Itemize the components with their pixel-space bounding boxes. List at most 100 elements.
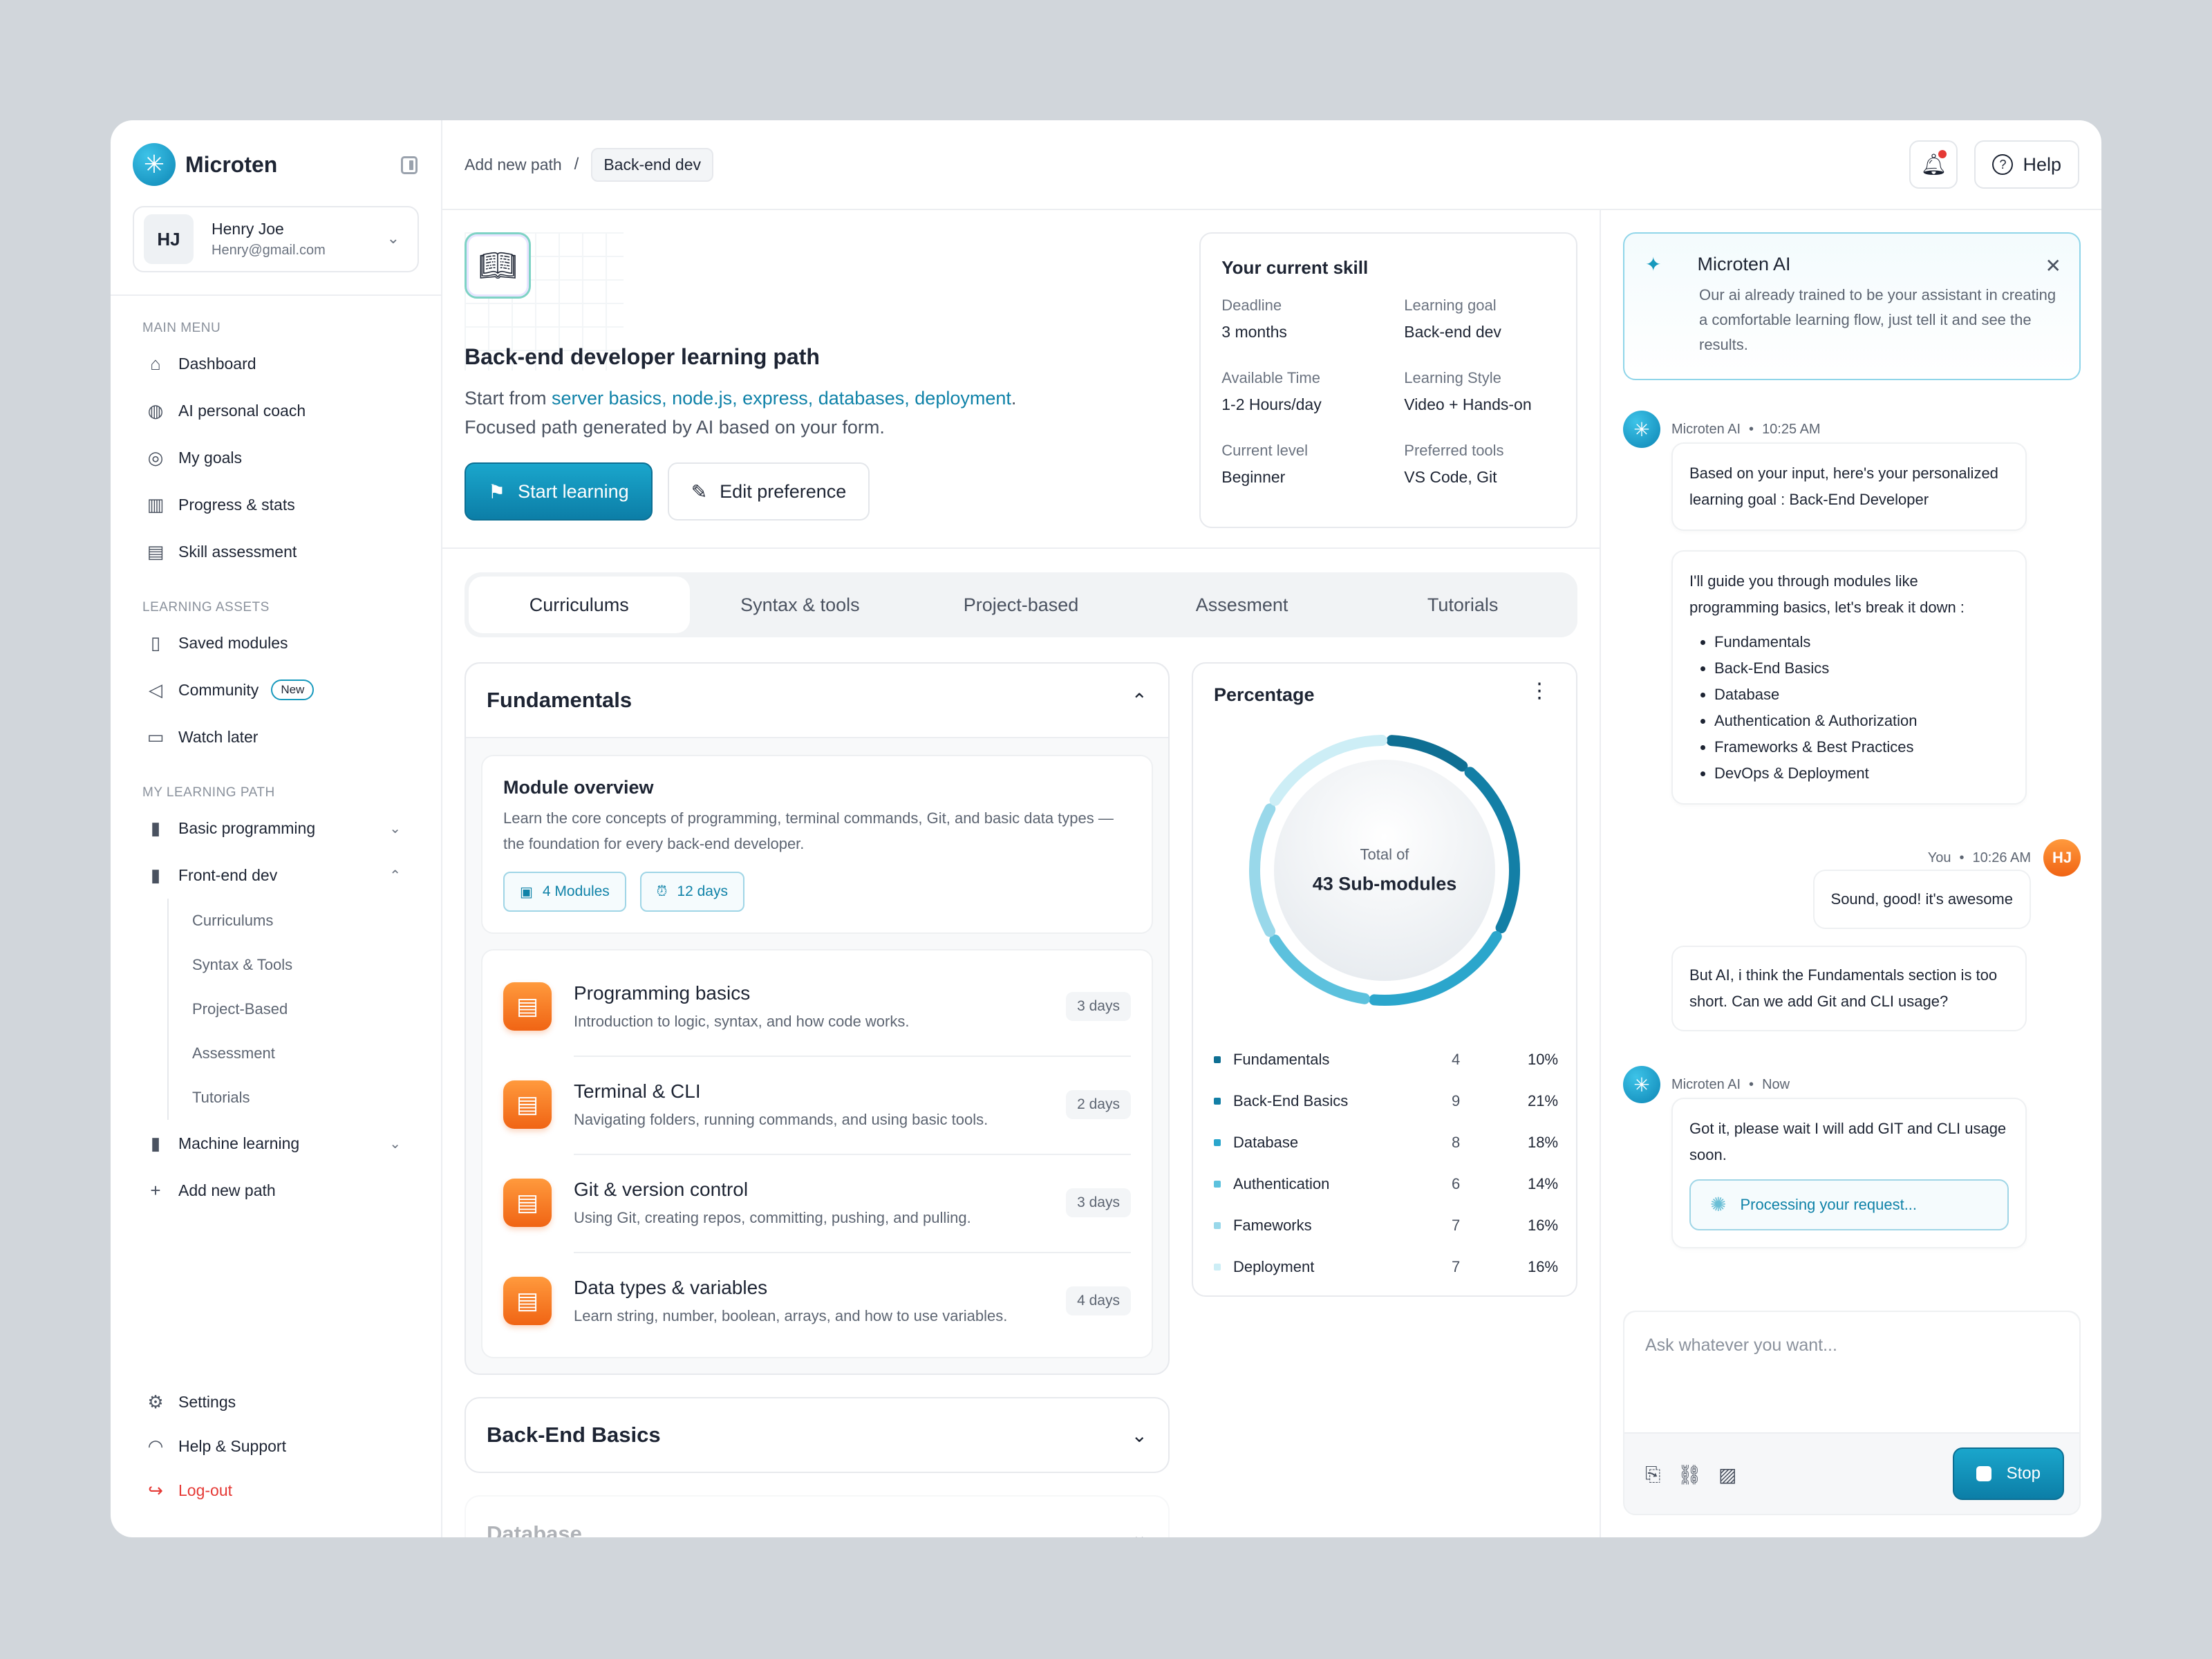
tab-tutorials[interactable]: Tutorials <box>1427 594 1499 615</box>
donut-slice-fundamentals[interactable] <box>1386 735 1468 772</box>
sub-item-tutorials[interactable]: Tutorials <box>192 1089 250 1106</box>
user-message: But AI, i think the Fundamentals section… <box>1671 946 2027 1031</box>
stop-button[interactable]: Stop <box>1952 1447 2064 1500</box>
sidebar-item-saved[interactable]: ▯ Saved modules <box>145 619 419 666</box>
module-desc: Navigating folders, running commands, an… <box>574 1111 988 1128</box>
sidebar-item-goals[interactable]: ◎ My goals <box>145 434 419 481</box>
sidebar-item-settings[interactable]: ⚙ Settings <box>145 1380 419 1424</box>
sidebar-item-frontend-dev[interactable]: ▮ Front-end dev ⌃ <box>145 852 419 899</box>
notifications-button[interactable]: 🔔︎ <box>1909 140 1958 189</box>
sidebar-item-skill[interactable]: ▤ Skill assessment <box>145 528 419 575</box>
module-desc: Using Git, creating repos, committing, p… <box>574 1209 971 1226</box>
pencil-icon: ✎ <box>691 480 708 503</box>
donut-svg <box>1249 735 1520 1006</box>
sub-item-assessment[interactable]: Assessment <box>192 1044 275 1062</box>
image-icon[interactable]: ▨ <box>1718 1463 1737 1485</box>
database-accordion[interactable]: Database ⌄ <box>465 1495 1170 1537</box>
breadcrumb-separator: / <box>574 155 579 174</box>
tab-syntax-tools[interactable]: Syntax & tools <box>740 594 860 615</box>
sub-item-project[interactable]: Project-Based <box>192 1000 288 1018</box>
help-button[interactable]: ? Help <box>1974 140 2079 189</box>
sidebar-item-ai-coach[interactable]: ◍ AI personal coach <box>145 387 419 434</box>
bot-message: Based on your input, here's your persona… <box>1671 442 2027 531</box>
list-item[interactable]: ▤ Data types & variables Learn string, nu… <box>503 1252 1131 1350</box>
message-meta: ✳ Microten AI • Now <box>1623 1066 2081 1103</box>
sidebar-item-help[interactable]: ◠ Help & Support <box>145 1424 419 1468</box>
help-label: Help <box>2023 153 2061 175</box>
donut-slice-database[interactable] <box>1369 930 1502 1006</box>
skill-value: Back-end dev <box>1404 323 1501 341</box>
list-item[interactable]: ▤ Terminal & CLI Navigating folders, runn… <box>503 1056 1131 1154</box>
sidebar-item-community[interactable]: ◁ Community New <box>145 666 419 713</box>
notification-dot <box>1938 150 1947 158</box>
start-learning-button[interactable]: ⚑ Start learning <box>465 462 653 521</box>
tab-curriculums[interactable]: Curriculums <box>469 577 690 633</box>
donut-slice-fameworks[interactable] <box>1249 803 1276 937</box>
sub-item-syntax[interactable]: Syntax & Tools <box>192 956 293 973</box>
flag-icon: ⚑ <box>488 480 506 503</box>
sidebar-item-machine-learning[interactable]: ▮ Machine learning ⌄ <box>145 1120 419 1167</box>
donut-center-value: 43 Sub-modules <box>1312 873 1457 894</box>
chat-input[interactable]: Ask whatever you want... <box>1624 1312 2079 1434</box>
donut-slice-deployment[interactable] <box>1269 735 1388 806</box>
legend-percent: 16% <box>1528 1258 1559 1275</box>
sidebar-item-basic-programming[interactable]: ▮ Basic programming ⌄ <box>145 805 419 852</box>
module-days: 2 days <box>1066 1090 1131 1119</box>
module-days: 4 days <box>1066 1286 1131 1315</box>
module-doc-icon: ▤ <box>503 982 552 1031</box>
brand[interactable]: ✳ Microten <box>133 143 419 186</box>
legend-name: Back-End Basics <box>1232 1092 1349 1109</box>
fundamentals-accordion: Fundamentals ⌃ Module overview Learn the… <box>465 662 1170 1375</box>
sidebar-item-dashboard[interactable]: ⌂ Dashboard <box>145 340 419 387</box>
donut-slice-back-end-basics[interactable] <box>1464 767 1520 934</box>
list-item[interactable]: ▤ Programming basics Introduction to logi… <box>503 957 1131 1056</box>
topbar: Add new path / Back-end dev 🔔︎ ? Help <box>442 120 2101 210</box>
accordion-title: Database <box>487 1521 582 1537</box>
list-item[interactable]: ▤ Git & version control Using Git, creati… <box>503 1154 1131 1252</box>
breadcrumb-current[interactable]: Back-end dev <box>591 147 713 182</box>
book-icon: ▮ <box>150 1132 161 1154</box>
add-new-path-button[interactable]: + Add new path <box>145 1167 419 1214</box>
logout-button[interactable]: ↪ Log-out <box>145 1468 419 1512</box>
sidebar-collapse-icon[interactable] <box>401 156 418 174</box>
skill-value: Beginner <box>1221 468 1286 486</box>
breadcrumb-parent[interactable]: Add new path <box>465 155 562 174</box>
legend-count: 7 <box>1452 1217 1461 1234</box>
question-icon: ? <box>1992 154 2014 175</box>
sidebar-item-label: Saved modules <box>178 633 288 652</box>
legend-dot <box>1213 1181 1221 1188</box>
user-message: Sound, good! it's awesome <box>1812 870 2031 929</box>
donut-slice-authentication[interactable] <box>1269 934 1370 1004</box>
chevron-up-icon: ⌃ <box>389 868 401 883</box>
module-title: Data types & variables <box>574 1277 768 1298</box>
sub-item-curriculums[interactable]: Curriculums <box>192 912 274 929</box>
brain-icon: ◍ <box>147 400 164 421</box>
new-badge: New <box>271 679 315 700</box>
legend-row: Authentication 6 14% <box>1213 1163 1559 1205</box>
message-meta: ✳ Microten AI • 10:25 AM <box>1623 411 2081 448</box>
sidebar-item-watch-later[interactable]: ▭ Watch later <box>145 713 419 760</box>
user-switcher[interactable]: HJ Henry Joe Henry@gmail.com ⌄ <box>133 206 419 272</box>
tab-project-based[interactable]: Project-based <box>963 594 1079 615</box>
backend-basics-accordion[interactable]: Back-End Basics ⌄ <box>465 1397 1170 1473</box>
monitor-icon: ▭ <box>147 726 165 747</box>
link-icon[interactable]: ⛓︎ <box>1677 1463 1702 1485</box>
module-list: ▤ Programming basics Introduction to logi… <box>481 949 1153 1358</box>
sidebar-item-label: Progress & stats <box>178 495 295 514</box>
sidebar-item-progress[interactable]: ▥ Progress & stats <box>145 481 419 528</box>
tab-bar: Curriculums Syntax & tools Project-based… <box>465 572 1577 637</box>
close-icon[interactable]: ✕ <box>2045 255 2061 276</box>
path-title: Back-end developer learning path <box>465 344 820 369</box>
edit-preference-button[interactable]: ✎ Edit preference <box>667 462 870 521</box>
legend-count: 9 <box>1452 1092 1461 1109</box>
ai-intro-card: ✦ Microten AI ✕ Our ai already trained t… <box>1623 232 2081 380</box>
legend-count: 6 <box>1452 1175 1461 1192</box>
legend-dot <box>1213 1056 1221 1063</box>
legend-percent: 14% <box>1528 1175 1559 1192</box>
fundamentals-header[interactable]: Fundamentals ⌃ <box>466 664 1168 737</box>
gear-icon: ⚙ <box>147 1391 164 1412</box>
list-item: Database <box>1714 682 2009 708</box>
tab-assessment[interactable]: Assesment <box>1195 594 1288 615</box>
attach-file-icon[interactable]: ⎘ <box>1645 1463 1661 1485</box>
more-options-icon[interactable]: ⋮ <box>1529 679 1550 702</box>
